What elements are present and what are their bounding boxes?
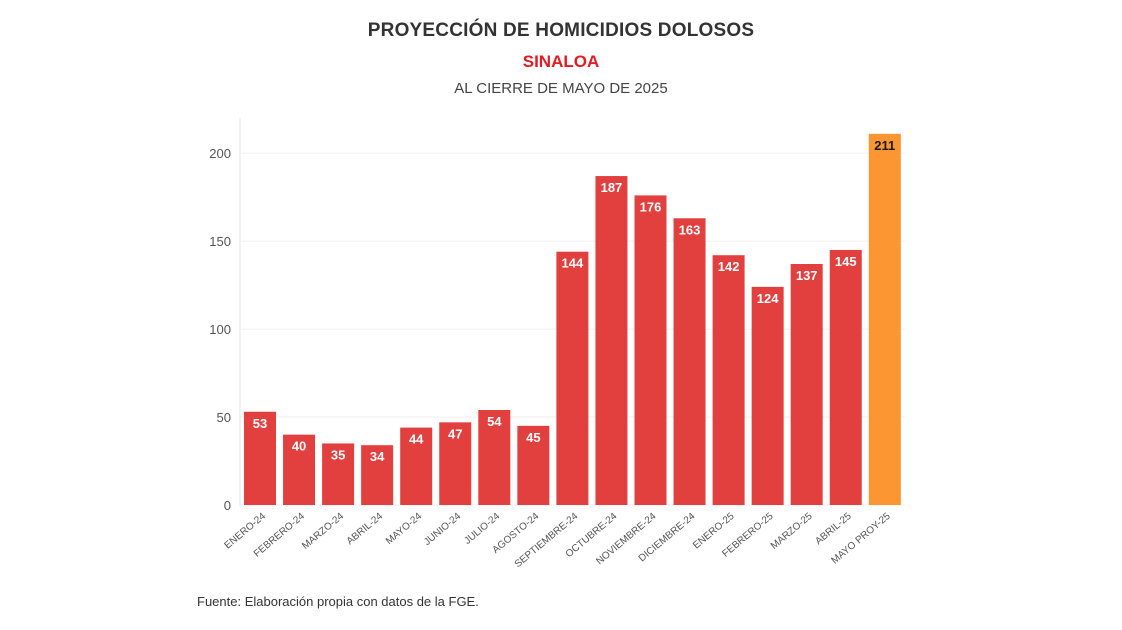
chart-title: PROYECCIÓN DE HOMICIDIOS DOLOSOS — [367, 20, 755, 41]
bar-value-label: 144 — [562, 256, 584, 271]
bar — [634, 195, 667, 505]
x-tick-label: JUNIO-24 — [422, 511, 463, 548]
bar-value-label: 142 — [718, 259, 740, 274]
x-tick-label: MAYO-24 — [384, 511, 424, 547]
x-tick-label: ABRIL-24 — [345, 511, 386, 548]
y-tick-label: 100 — [209, 322, 231, 337]
bar-value-label: 176 — [640, 199, 662, 214]
chart-period: AL CIERRE DE MAYO DE 2025 — [454, 80, 668, 97]
bar — [478, 410, 511, 505]
bar — [322, 443, 355, 505]
bar — [595, 176, 628, 506]
bar — [829, 249, 862, 505]
chart-subtitle-region: SINALOA — [522, 52, 600, 71]
bar — [790, 264, 823, 505]
bar — [400, 427, 433, 505]
bar-value-label: 35 — [331, 447, 345, 462]
x-tick-label: MARZO-24 — [300, 511, 346, 552]
bar — [517, 425, 550, 505]
y-axis-ticks: 0 50 100 150 200 — [209, 146, 231, 513]
bar — [244, 411, 276, 505]
bar-value-label: 44 — [409, 432, 424, 447]
bar-value-label: 47 — [448, 426, 462, 441]
y-tick-label: 200 — [209, 146, 231, 161]
bar-value-label: 54 — [487, 414, 502, 429]
bars: 53 40 35 34 44 47 54 45 144 187 176 163 142 124 137 145… — [244, 133, 901, 506]
bar — [439, 422, 472, 505]
bar — [361, 445, 394, 505]
y-tick-label: 50 — [217, 410, 231, 425]
y-tick-label: 150 — [209, 234, 231, 249]
bar-value-label: 45 — [526, 430, 540, 445]
bar — [751, 286, 784, 505]
source-note: Fuente: Elaboración propia con datos de … — [197, 594, 479, 609]
bar-value-label: 163 — [679, 222, 701, 237]
bar — [673, 218, 706, 505]
bar — [712, 255, 745, 505]
bar-value-label: 34 — [370, 449, 385, 464]
bar-value-label: 187 — [601, 180, 623, 195]
x-axis-labels: ENERO-24FEBRERO-24MARZO-24ABRIL-24MAYO-2… — [223, 511, 894, 570]
bar-value-label: 145 — [835, 254, 857, 269]
y-tick-label: 0 — [224, 498, 231, 513]
bar — [283, 434, 316, 505]
x-tick-label: MARZO-25 — [769, 511, 815, 552]
bar-value-label: 124 — [757, 291, 779, 306]
bar-value-label: 40 — [292, 439, 306, 454]
bar-value-label: 211 — [874, 138, 895, 153]
bar-value-label: 137 — [796, 268, 818, 283]
bar-projection — [868, 133, 901, 505]
bar — [556, 251, 589, 505]
bar-value-label: 53 — [253, 416, 267, 431]
